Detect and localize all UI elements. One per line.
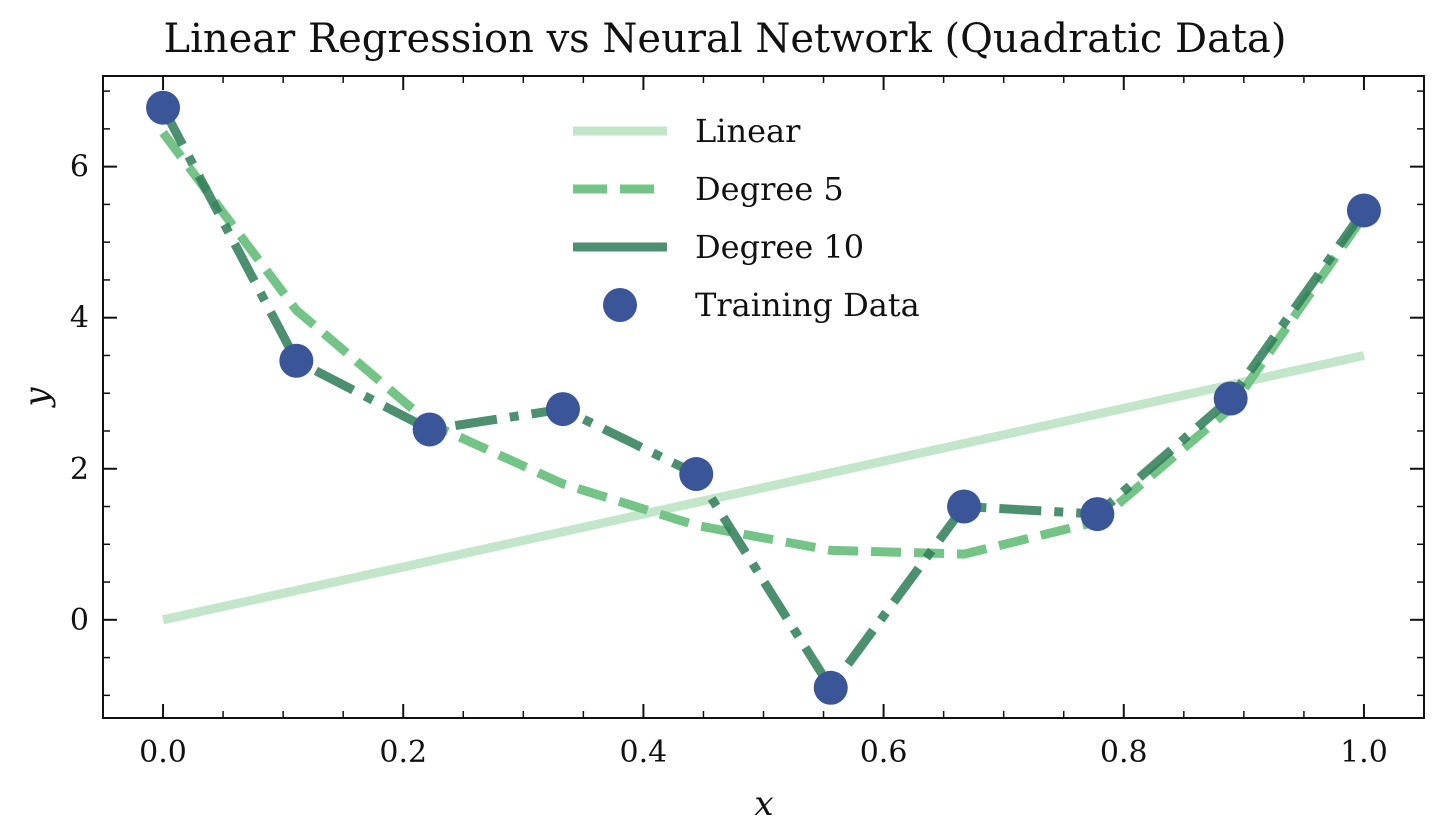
x-tick-label: 0.8 [1100,735,1148,770]
x-tick-label: 1.0 [1340,735,1388,770]
legend-label-training-data: Training Data [695,286,920,324]
training-data-point [146,90,181,125]
series-line-linear [162,351,1365,625]
x-tick-label: 0.2 [379,735,427,770]
y-tick-label: 4 [70,301,89,336]
x-tick-label: 0.6 [860,735,908,770]
legend-label-degree-10: Degree 10 [695,228,864,266]
training-data-point [947,489,982,524]
training-data-point [1346,193,1381,228]
plot-area: 0.0 0.2 0.4 0.6 0.8 1.0 0 2 4 6 [70,75,1425,770]
series-line-degree-10 [159,105,1368,693]
legend-label-linear: Linear [695,112,801,150]
training-data-point [1213,381,1248,416]
legend-label-degree-5: Degree 5 [695,170,844,208]
x-tick-label: 0.4 [620,735,668,770]
legend: Linear Degree 5 Degree 10 Training Data [573,112,920,324]
training-data-point [1080,497,1115,532]
x-tick-label: 0.0 [139,735,187,770]
y-tick-label: 6 [70,150,89,185]
y-tick-label: 0 [70,603,89,638]
training-data-point [545,392,580,427]
chart-title: Linear Regression vs Neural Network (Qua… [164,16,1287,62]
training-data-point [412,412,447,447]
legend-marker-training-data [603,288,637,322]
training-data-point [813,670,848,705]
training-data-point [279,343,314,378]
y-axis-label: y [17,387,57,409]
training-data-point [679,457,714,492]
series-line-degree-5 [159,129,1368,559]
y-tick-label: 2 [70,452,89,487]
x-axis-label: x [754,784,773,824]
